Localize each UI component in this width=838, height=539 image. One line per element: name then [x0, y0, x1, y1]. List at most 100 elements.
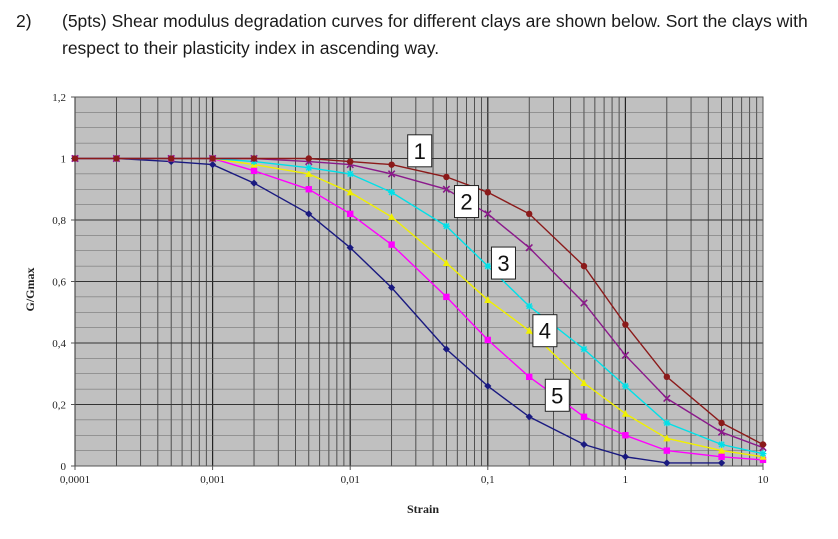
question-text: (5pts) Shear modulus degradation curves … — [62, 11, 808, 58]
data-point — [580, 262, 588, 270]
curve-label-text: 3 — [497, 251, 509, 276]
data-point — [387, 170, 396, 178]
data-point — [305, 170, 313, 177]
curve-label-1: 1 — [407, 134, 433, 168]
data-point — [621, 409, 629, 417]
data-point — [580, 379, 588, 386]
data-point — [580, 345, 588, 353]
data-point — [622, 432, 629, 439]
data-point — [621, 351, 630, 360]
y-tick-label: 0,2 — [52, 400, 66, 412]
curve-label-box — [490, 246, 516, 280]
data-point — [443, 173, 450, 181]
data-point — [388, 284, 396, 292]
data-point — [718, 419, 725, 427]
data-point — [484, 382, 492, 390]
data-point — [346, 188, 354, 196]
curve-label-text: 2 — [460, 190, 472, 215]
data-point — [388, 241, 395, 248]
data-point — [388, 188, 396, 196]
data-point — [759, 456, 767, 464]
curve-label-2: 2 — [453, 185, 479, 219]
data-point — [250, 179, 258, 187]
data-point — [113, 155, 120, 162]
data-point — [484, 296, 492, 303]
curve-label-text: 1 — [414, 139, 426, 164]
data-point — [167, 155, 175, 162]
data-point — [442, 185, 451, 194]
data-point — [526, 210, 533, 218]
y-tick-label: 0,6 — [52, 277, 66, 289]
data-point — [580, 413, 588, 420]
series-1 — [71, 155, 767, 448]
x-tick-label: 0,0001 — [60, 474, 90, 486]
data-point — [305, 210, 313, 218]
y-tick-label: 1 — [61, 154, 67, 166]
data-point — [305, 164, 313, 172]
curve-label-4: 4 — [532, 314, 558, 348]
data-point — [663, 459, 671, 467]
curve-label-box — [544, 378, 570, 412]
series — [71, 154, 767, 467]
x-tick-label: 0,001 — [200, 474, 225, 486]
y-tick-label: 0,8 — [52, 215, 66, 227]
data-point — [759, 450, 767, 458]
curve-labels: 1 2 3 4 5 — [407, 134, 570, 412]
x-tick-label: 1 — [623, 474, 629, 486]
x-tick-label: 0,1 — [481, 474, 495, 486]
data-point — [717, 428, 726, 436]
data-point — [663, 447, 671, 454]
data-point — [250, 155, 258, 162]
data-point — [525, 326, 533, 334]
data-point — [580, 299, 588, 307]
x-tick-label: 10 — [758, 474, 770, 486]
data-point — [525, 302, 533, 310]
data-point — [305, 155, 312, 162]
x-axis-title: Strain — [407, 502, 439, 516]
curve-label-box — [407, 134, 433, 168]
data-point — [663, 419, 671, 427]
data-point — [718, 441, 725, 448]
data-point — [347, 210, 354, 218]
data-point — [305, 186, 312, 193]
question-number: 2) — [16, 11, 32, 31]
data-point — [484, 336, 491, 344]
y-tick-label: 0 — [61, 461, 67, 473]
data-point — [250, 167, 258, 174]
curve-label-3: 3 — [490, 246, 516, 280]
data-point — [759, 441, 767, 448]
y-tick-label: 0,4 — [52, 338, 66, 350]
data-point — [442, 345, 450, 353]
data-point — [621, 453, 629, 461]
data-point — [346, 244, 354, 252]
data-point — [622, 321, 629, 328]
data-point — [209, 155, 216, 162]
data-point — [525, 243, 533, 252]
data-point — [718, 453, 725, 460]
data-point — [525, 413, 533, 421]
data-point — [484, 189, 491, 196]
data-point — [663, 373, 671, 381]
data-point — [484, 210, 492, 218]
curve-label-box — [532, 314, 558, 348]
data-point — [209, 161, 217, 169]
data-point — [663, 434, 671, 442]
data-point — [622, 382, 629, 390]
data-point — [717, 459, 726, 467]
curve-label-box — [453, 185, 479, 219]
data-point — [580, 440, 588, 449]
data-point — [347, 158, 354, 165]
data-point — [663, 394, 671, 403]
curve-label-text: 4 — [539, 319, 551, 344]
data-point — [484, 262, 492, 270]
data-point — [443, 293, 450, 301]
data-point — [717, 446, 726, 454]
curve-label-5: 5 — [544, 378, 570, 412]
series-line — [75, 157, 764, 446]
data-point — [526, 373, 533, 381]
x-tick-label: 0,01 — [341, 474, 360, 486]
data-point — [442, 222, 450, 230]
data-point — [442, 259, 450, 267]
data-point — [388, 161, 395, 168]
